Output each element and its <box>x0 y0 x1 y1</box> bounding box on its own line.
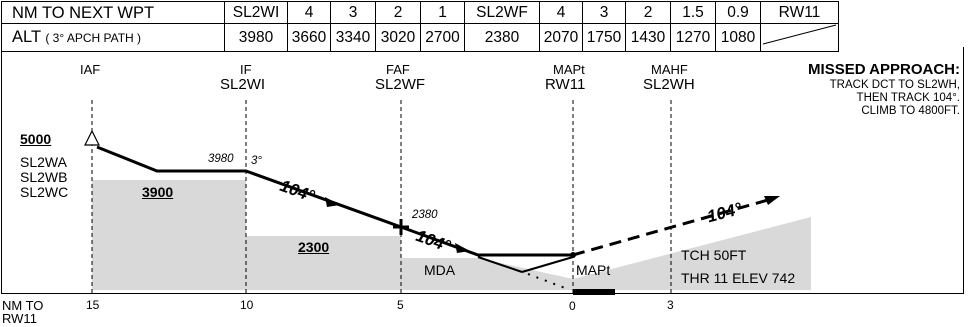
mapt-role: MAPt <box>553 62 585 77</box>
inbound-arrowhead <box>325 197 340 207</box>
missed-approach-line-3: CLIMB TO 4800FT. <box>861 105 960 117</box>
faf-cross-icon <box>393 219 409 235</box>
axis-tick-15: 15 <box>86 298 100 312</box>
mda-segment <box>477 256 523 273</box>
initial-wpt-c: SL2WC <box>20 184 69 200</box>
if-role: IF <box>240 62 252 77</box>
iaf-triangle-icon <box>84 129 100 146</box>
if-altitude: 3980 <box>208 153 234 165</box>
terrain-shade <box>92 180 573 290</box>
alt-label-sub: ( 3° APCH PATH ) <box>45 31 142 45</box>
dist-cell: 0.9 <box>715 1 761 24</box>
alt-cell: 3980 <box>224 23 288 52</box>
axis-tick-5: 5 <box>397 298 404 312</box>
dotted-descent <box>527 273 566 289</box>
axis-tick-10: 10 <box>240 298 254 312</box>
alt-cell-diagonal <box>760 23 839 52</box>
missed-approach-line-2: THEN TRACK 104°. <box>856 92 960 104</box>
mahf-name: SL2WH <box>643 76 695 93</box>
glide-angle: 3° <box>251 155 262 167</box>
approach-path <box>96 145 573 257</box>
sector-altitude-2: 2300 <box>298 239 330 255</box>
alt-cell: 3660 <box>287 23 331 52</box>
faf-altitude: 2380 <box>412 209 438 221</box>
missed-approach-line-1: TRACK DCT TO SL2WH, <box>829 79 960 91</box>
waypoint-table: NM TO NEXT WPT SL2WI 4 3 2 1 SL2WF 4 3 2… <box>1 1 839 52</box>
iaf-role: IAF <box>80 62 101 77</box>
alt-cell: 3020 <box>375 23 421 52</box>
profile-box <box>1 47 964 294</box>
alt-cell: 1430 <box>625 23 671 52</box>
initial-wpt-a: SL2WA <box>20 154 67 170</box>
if-name: SL2WI <box>220 76 266 93</box>
missed-arrowhead <box>764 196 780 205</box>
missed-approach-title: MISSED APPROACH: <box>808 61 960 78</box>
axis-title-1: NM TO <box>2 298 44 313</box>
axis-title-2: RW11 <box>2 311 37 326</box>
diagonal-slash <box>762 24 837 45</box>
runway-bar <box>573 289 615 295</box>
mapt-label: MAPt <box>576 262 611 278</box>
mapt-name: RW11 <box>545 76 586 93</box>
sector-altitude-1: 3900 <box>142 184 174 200</box>
alt-label-main: ALT <box>12 28 41 46</box>
alt-cell: 1270 <box>670 23 716 52</box>
altitude-row-label: ALT ( 3° APCH PATH ) <box>1 23 225 52</box>
axis-tick-0: 0 <box>569 299 576 313</box>
mapt-point-icon <box>570 252 576 258</box>
initial-wpt-b: SL2WB <box>20 169 68 185</box>
final-arrowhead <box>455 243 470 253</box>
missed-climb-shade <box>573 217 811 290</box>
mahf-role: MAHF <box>651 62 688 77</box>
faf-role: FAF <box>386 62 410 77</box>
alt-cell: 3340 <box>330 23 376 52</box>
alt-cell: 2070 <box>539 23 583 52</box>
faf-name: SL2WF <box>375 76 426 93</box>
axis-tick-3: 3 <box>667 298 674 312</box>
tch-label: TCH 50FT <box>681 247 747 263</box>
mda-segment-2 <box>521 256 574 273</box>
dist-cell: SL2WF <box>464 1 540 24</box>
alt-cell: 1750 <box>582 23 626 52</box>
alt-cell: 2380 <box>464 23 540 52</box>
threshold-label: THR 11 ELEV 742 <box>681 270 796 286</box>
distance-row: NM TO NEXT WPT SL2WI 4 3 2 1 SL2WF 4 3 2… <box>1 1 839 24</box>
initial-altitude: 5000 <box>20 131 52 147</box>
mda-label: MDA <box>424 262 456 278</box>
missed-approach-path <box>572 196 776 257</box>
altitude-row: ALT ( 3° APCH PATH ) 3980 3660 3340 3020… <box>1 23 839 52</box>
distance-row-label: NM TO NEXT WPT <box>1 1 225 24</box>
